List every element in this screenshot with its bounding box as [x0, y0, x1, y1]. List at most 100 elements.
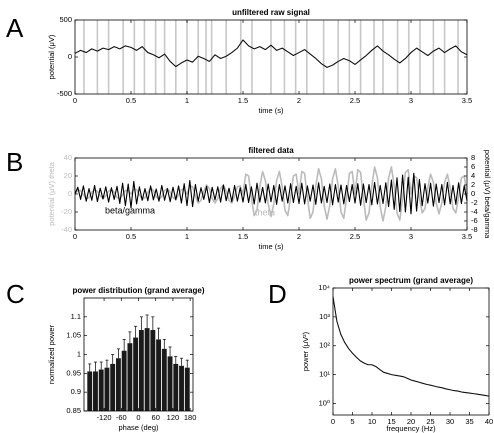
- x-tick-label: 3.5: [462, 96, 472, 105]
- y-axis-label: potential (μV) theta: [47, 161, 56, 225]
- y-tick-label: -40: [61, 225, 72, 234]
- x-tick-label: 20: [407, 417, 415, 426]
- x-tick-label: 120: [167, 413, 180, 422]
- y2-tick-label: -2: [471, 198, 478, 207]
- x-tick-label: 0: [331, 417, 335, 426]
- panel-letter: D: [268, 279, 287, 309]
- x-tick-label: 0.5: [126, 96, 136, 105]
- bar: [161, 348, 167, 411]
- data-line: [74, 39, 468, 68]
- x-tick-label: 5: [350, 417, 354, 426]
- y-tick-label: 10³: [319, 312, 330, 321]
- y-tick-label: 0.85: [66, 406, 81, 415]
- y-tick-label: 500: [59, 15, 72, 24]
- chart-title: unfiltered raw signal: [232, 8, 310, 17]
- bar: [98, 369, 104, 411]
- y-tick-label: 20: [64, 171, 72, 180]
- y-axis-label: normalized power: [47, 324, 56, 384]
- series-label: theta: [255, 207, 275, 217]
- x-tick-label: 180: [184, 413, 197, 422]
- y-tick-label: 10⁰: [319, 398, 330, 407]
- series-label: beta/gamma: [105, 205, 155, 215]
- x-tick-label: 30: [446, 417, 454, 426]
- bar: [115, 358, 121, 411]
- x-tick-label: 1: [185, 96, 189, 105]
- chart-title: power spectrum (grand average): [349, 276, 473, 285]
- x-tick-label: 35: [465, 417, 473, 426]
- x-axis-label: frequency (Hz): [386, 424, 436, 433]
- y-tick-label: 10⁴: [318, 283, 330, 292]
- y-tick-label: 10²: [319, 341, 330, 350]
- panel-letter: B: [6, 147, 23, 177]
- y-tick-label: -20: [61, 207, 72, 216]
- y-tick-label: 0.95: [66, 368, 81, 377]
- y-axis-label: power (μV²): [301, 331, 310, 371]
- chart-title: filtered data: [248, 146, 294, 155]
- x-tick-label: 3: [409, 232, 413, 241]
- x-tick-label: 0: [136, 413, 140, 422]
- bar: [110, 363, 116, 411]
- x-tick-label: 25: [426, 417, 434, 426]
- bar: [121, 350, 127, 411]
- x-tick-label: 1: [185, 232, 189, 241]
- x-tick-label: 0: [73, 96, 77, 105]
- y2-tick-label: 4: [471, 171, 475, 180]
- x-axis-label: time (s): [259, 242, 285, 251]
- y2-tick-label: -6: [471, 216, 478, 225]
- y2-tick-label: 2: [471, 180, 475, 189]
- bar: [93, 371, 98, 411]
- y-tick-label: 1: [77, 349, 81, 358]
- bar: [173, 363, 179, 411]
- y-axis-label: potential (μV): [47, 34, 56, 79]
- x-tick-label: 10: [368, 417, 376, 426]
- data-line: [74, 172, 468, 215]
- x-tick-label: 3.5: [462, 232, 472, 241]
- y2-tick-label: 8: [471, 153, 475, 162]
- x-tick-label: 3: [409, 96, 413, 105]
- y2-axis-label: potential (μV) beta/gamma: [483, 150, 492, 239]
- bar: [150, 330, 156, 411]
- panel-letter: C: [6, 279, 25, 309]
- plot-frame: [332, 287, 490, 416]
- bar: [167, 356, 173, 411]
- bar: [138, 330, 144, 411]
- bar: [133, 337, 139, 411]
- data-line: [332, 296, 490, 397]
- y2-tick-label: -8: [471, 225, 478, 234]
- x-tick-label: 15: [387, 417, 395, 426]
- x-tick-label: 1.5: [238, 232, 248, 241]
- y-tick-label: 10¹: [319, 370, 330, 379]
- x-tick-label: 2.5: [350, 232, 360, 241]
- x-tick-label: 1.5: [238, 96, 248, 105]
- bar: [184, 367, 190, 411]
- y2-tick-label: 6: [471, 162, 475, 171]
- x-tick-label: 60: [152, 413, 160, 422]
- bar: [104, 367, 110, 411]
- y2-tick-label: 0: [471, 189, 475, 198]
- y-tick-label: 1.1: [71, 312, 81, 321]
- x-tick-label: 2: [297, 96, 301, 105]
- data-line: [74, 166, 468, 222]
- y2-tick-label: -4: [471, 207, 478, 216]
- bar: [127, 343, 133, 411]
- bar: [179, 365, 184, 411]
- bar: [144, 328, 150, 411]
- x-tick-label: -60: [116, 413, 127, 422]
- chart-title: power distribution (grand average): [72, 286, 204, 295]
- x-tick-label: 0: [73, 232, 77, 241]
- bar: [87, 371, 93, 411]
- x-tick-label: 2.5: [350, 96, 360, 105]
- plot-frame: [74, 157, 468, 231]
- y-tick-label: 0.9: [71, 387, 81, 396]
- y-tick-label: 1.05: [66, 331, 81, 340]
- x-tick-label: 2: [297, 232, 301, 241]
- x-axis-label: phase (deg): [118, 423, 159, 432]
- y-tick-label: 0: [68, 52, 72, 61]
- x-axis-label: time (s): [259, 106, 285, 115]
- x-tick-label: 40: [485, 417, 493, 426]
- x-tick-label: -120: [97, 413, 112, 422]
